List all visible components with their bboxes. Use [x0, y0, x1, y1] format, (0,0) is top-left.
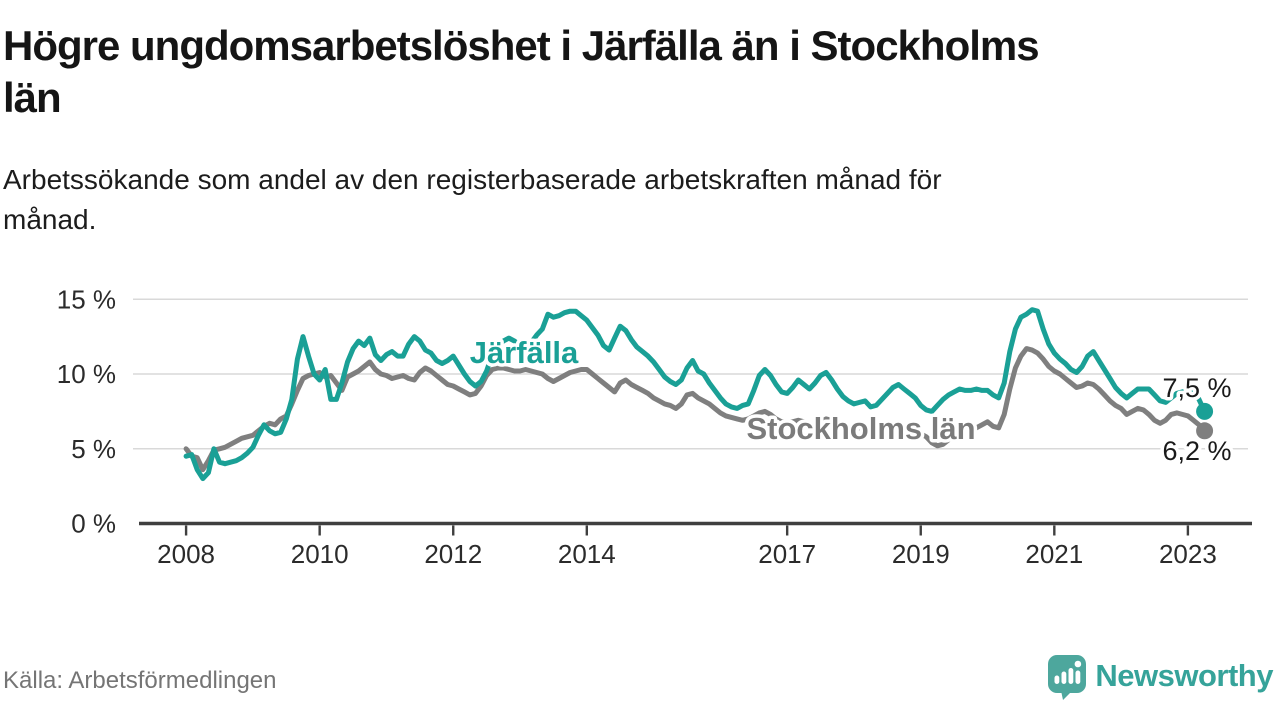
chart-title: Högre ungdomsarbetslöshet i Järfälla än … — [3, 20, 1265, 124]
bar-small — [1054, 675, 1060, 684]
x-tick-label-2019: 2019 — [892, 539, 950, 569]
chart-title-line-1: Högre ungdomsarbetslöshet i Järfälla än … — [3, 22, 1040, 69]
x-tick-label-2021: 2021 — [1025, 539, 1083, 569]
x-tick-label-2017: 2017 — [758, 539, 816, 569]
newsworthy-logo: Newsworthy — [1047, 650, 1273, 702]
x-tick-label-2008: 2008 — [157, 539, 215, 569]
x-tick-label-2010: 2010 — [291, 539, 349, 569]
series-line-stockholms-lan — [183, 346, 1208, 473]
bar-medium — [1061, 671, 1067, 684]
chart-subtitle: Arbetssökande som andel av den registerb… — [3, 160, 1233, 240]
y-tick-label-0: 0 % — [71, 509, 116, 539]
x-tick-label-2023: 2023 — [1159, 539, 1217, 569]
annotation-label-stockholms-lan: Stockholms län — [746, 411, 975, 446]
chart-title-line-2: län — [3, 74, 62, 121]
annotation-end-value-stockholms-lan: 6,2 % — [1162, 436, 1231, 466]
exclamation-dot — [1074, 660, 1082, 668]
series-end-dot-jarfalla — [1196, 402, 1214, 420]
chart-subtitle-line-1: Arbetssökande som andel av den registerb… — [3, 164, 942, 195]
chart-subtitle-line-2: månad. — [3, 204, 97, 235]
newsworthy-logo-icon — [1048, 655, 1087, 700]
annotation-end-value-jarfalla: 7,5 % — [1162, 373, 1231, 403]
y-tick-label-15: 15 % — [57, 284, 116, 314]
x-tick-label-2012: 2012 — [424, 539, 482, 569]
bar-tall — [1068, 668, 1074, 684]
x-tick-label-2014: 2014 — [558, 539, 616, 569]
y-tick-label-5: 5 % — [71, 434, 116, 464]
source-label: Källa: Arbetsförmedlingen — [3, 667, 277, 694]
newsworthy-wordmark: Newsworthy — [1095, 658, 1273, 693]
exclamation-bar — [1075, 670, 1081, 684]
annotation-label-jarfalla: Järfälla — [470, 335, 579, 370]
series-end-dot-stockholms-lan — [1196, 422, 1214, 440]
y-tick-label-10: 10 % — [57, 359, 116, 389]
series-line-jarfalla — [183, 307, 1208, 482]
